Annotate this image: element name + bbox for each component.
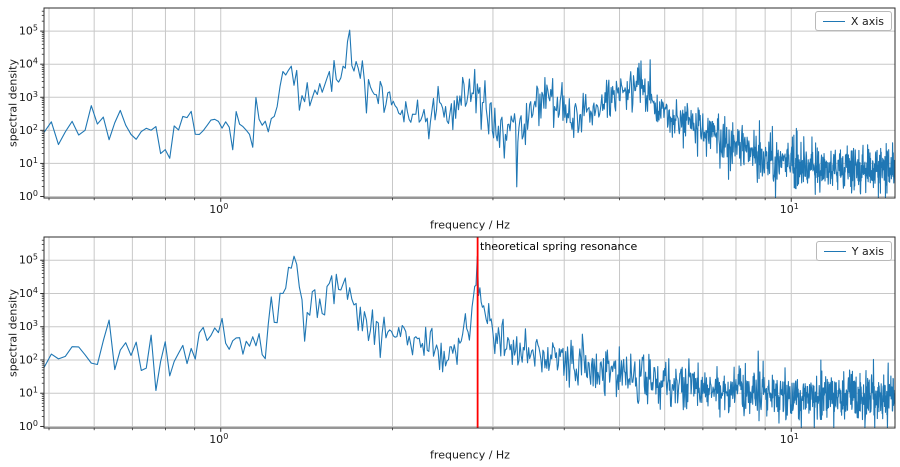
plot-border [43, 7, 896, 199]
y-tick-label: 103 [19, 90, 38, 104]
y-tick-label: 101 [19, 156, 38, 170]
y-tick-label: 101 [19, 386, 38, 400]
legend-top: X axis [814, 11, 892, 31]
legend-label-top: X axis [850, 14, 884, 28]
bottom-subplot: 100 101 100 101 102 103 104 105 [19, 236, 896, 446]
x-tick-label: 101 [780, 432, 799, 446]
y-tick-label: 102 [19, 123, 38, 137]
x-axis-label-bottom: frequency / Hz [430, 448, 510, 462]
x-tick-label: 100 [209, 432, 228, 446]
y-tick-label: 103 [19, 319, 38, 333]
y-tick-label: 100 [19, 419, 38, 433]
x-axis-label-top: frequency / Hz [430, 218, 510, 232]
y-tick-label: 105 [19, 253, 38, 267]
y-tick-label: 105 [19, 24, 38, 38]
y-tick-label: 104 [19, 286, 38, 300]
y-axis-label-top: spectral density [6, 59, 20, 147]
legend-label-bottom: Y axis [851, 244, 884, 258]
top-subplot: 100 101 100 101 102 103 104 105 [19, 7, 896, 216]
legend-line-sample [822, 20, 845, 22]
plot-border [43, 236, 896, 429]
y-tick-label: 102 [19, 352, 38, 366]
legend-bottom: Y axis [815, 241, 892, 261]
y-tick-label: 104 [19, 57, 38, 71]
series-line-x [43, 29, 896, 199]
x-tick-label: 101 [780, 202, 799, 216]
y-tick-label: 100 [19, 189, 38, 203]
y-axis-label-bottom: spectral density [6, 289, 20, 377]
x-tick-label: 100 [209, 202, 228, 216]
series-line-y [43, 255, 896, 429]
resonance-annotation: theoretical spring resonance [480, 240, 638, 253]
legend-line-sample [823, 250, 846, 252]
